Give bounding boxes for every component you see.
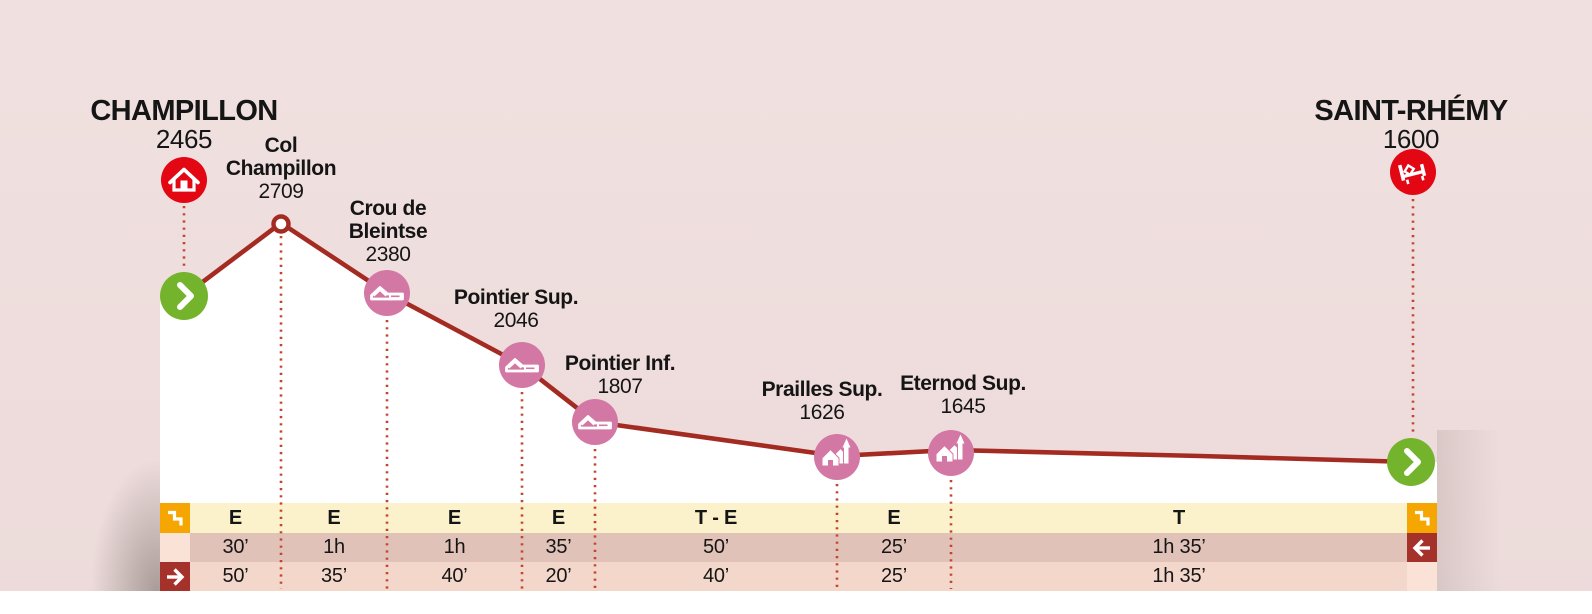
waypoint-name: CHAMPILLON — [90, 95, 278, 127]
segment-column: E 1h 35’ — [281, 503, 387, 591]
difficulty-legend-left — [160, 503, 190, 533]
waypoint-elevation: 2046 — [493, 309, 539, 332]
village-icon — [821, 438, 851, 467]
waypoint-elevation: 1807 — [597, 375, 643, 398]
page-edge-shadow — [1437, 430, 1517, 591]
arrow-right-icon — [167, 567, 185, 586]
eternod-sup-poi-circle — [928, 430, 974, 476]
waypoint-label-prailles-sup: Prailles Sup. 1626 — [762, 378, 883, 424]
waypoint-label-pointier-sup: Pointier Sup. 2046 — [453, 286, 579, 332]
segment-column: E 1h 40’ — [387, 503, 522, 591]
time-reverse-cell: 1h 35’ — [1152, 536, 1206, 558]
chevron-right-icon — [177, 282, 194, 310]
end-marker — [1387, 438, 1435, 486]
waypoint-elevation: 2465 — [155, 124, 213, 154]
arrow-left-icon — [1412, 538, 1430, 557]
waypoint-label-eternod-sup: Eternod Sup. 1645 — [900, 372, 1026, 418]
time-reverse-cell: 30’ — [222, 536, 249, 558]
crou-de-bleintse-poi-circle — [364, 270, 410, 316]
page-bottom-margin — [0, 591, 1592, 614]
time-forward-cell: 35’ — [320, 565, 348, 587]
difficulty-cell: E — [887, 506, 901, 529]
time-forward-cell: 20’ — [545, 565, 572, 587]
waypoint-name: Pointier Sup. — [453, 286, 579, 309]
prailles-sup-poi-circle — [814, 434, 860, 480]
stairs-icon — [168, 510, 183, 526]
waypoint-name: Prailles Sup. — [761, 378, 883, 401]
saint-rhemy-poi-circle — [1390, 149, 1436, 195]
time-reverse-row-band — [190, 533, 1407, 562]
time-reverse-cell: 35’ — [545, 536, 572, 558]
champillon-poi-circle — [161, 157, 207, 203]
alpine-hut-icon — [578, 415, 612, 430]
waypoint-elevation: 1645 — [940, 395, 986, 418]
waypoint-elevation: 1626 — [799, 401, 845, 424]
segment-table: E 30’ 50’ E 1h 35’ E 1h 40’ E 35’ 20’ T … — [190, 503, 1407, 591]
waypoint-name: Pointier Inf. — [564, 352, 676, 375]
waypoint-elevation: 2380 — [365, 243, 411, 266]
pointier-sup-poi-circle — [499, 342, 545, 388]
chevron-right-icon — [1404, 448, 1421, 476]
segment-column: E 30’ 50’ — [190, 503, 281, 591]
alpine-hut-icon — [370, 286, 404, 301]
reverse-direction-legend-right — [1407, 533, 1437, 562]
waypoint-name: Col — [264, 134, 298, 157]
segment-column: E 35’ 20’ — [522, 503, 595, 591]
time-forward-cell: 1h 35’ — [1152, 565, 1206, 587]
waypoint-elevation: 2709 — [258, 180, 304, 203]
time-forward-cell: 40’ — [441, 565, 468, 587]
page-gutter-shadow — [92, 462, 160, 591]
waypoint-name: Champillon — [225, 157, 337, 180]
time-forward-cell: 50’ — [222, 565, 249, 587]
bed-icon — [1397, 163, 1427, 185]
segment-column: T - E 50’ 40’ — [595, 503, 837, 591]
stairs-icon — [1415, 510, 1430, 526]
waypoint-name: Bleintse — [348, 220, 428, 243]
difficulty-cell: E — [447, 506, 462, 529]
time-reverse-cell: 25’ — [880, 536, 908, 558]
difficulty-cell: E — [551, 506, 566, 529]
segment-column: E 25’ 25’ — [837, 503, 951, 591]
waypoint-name: Crou de — [349, 197, 427, 220]
time-reverse-cell: 1h — [443, 536, 466, 558]
blank-legend-right — [1407, 562, 1437, 591]
pointier-inf-poi-circle — [572, 399, 618, 445]
difficulty-cell: T - E — [694, 506, 738, 529]
forward-direction-legend-left — [160, 562, 190, 591]
waypoint-name: Eternod Sup. — [900, 372, 1026, 395]
waypoint-label-col-champillon: Col Champillon 2709 — [225, 134, 337, 203]
profile-fill-shape — [160, 223, 1437, 591]
waypoint-label-champillon: CHAMPILLON 2465 — [90, 95, 278, 154]
time-forward-cell: 25’ — [880, 565, 908, 587]
waypoint-name: SAINT-RHÉMY — [1314, 95, 1508, 127]
village-icon — [935, 434, 965, 463]
time-reverse-cell: 1h — [323, 536, 345, 558]
difficulty-cell: E — [228, 506, 243, 529]
waypoint-label-pointier-inf: Pointier Inf. 1807 — [564, 352, 676, 398]
difficulty-row-band — [190, 503, 1407, 533]
blank-legend-left — [160, 533, 190, 562]
refuge-house-icon — [168, 167, 200, 192]
difficulty-cell: E — [327, 506, 341, 529]
difficulty-cell: T — [1172, 506, 1186, 529]
segment-column: T 1h 35’ 1h 35’ — [951, 503, 1407, 591]
waypoint-label-saint-rhemy: SAINT-RHÉMY 1600 — [1314, 95, 1508, 154]
start-marker — [160, 272, 208, 320]
dotted-guide-lines — [182, 199, 1415, 589]
pass-open-circle-marker — [271, 214, 291, 234]
time-forward-row-band — [190, 562, 1407, 591]
difficulty-legend-right — [1407, 503, 1437, 533]
time-forward-cell: 40’ — [702, 565, 730, 587]
waypoint-elevation: 1600 — [1382, 124, 1440, 154]
waypoint-label-crou-de-bleintse: Crou de Bleintse 2380 — [349, 197, 428, 266]
time-reverse-cell: 50’ — [702, 536, 730, 558]
alpine-hut-icon — [505, 358, 539, 373]
